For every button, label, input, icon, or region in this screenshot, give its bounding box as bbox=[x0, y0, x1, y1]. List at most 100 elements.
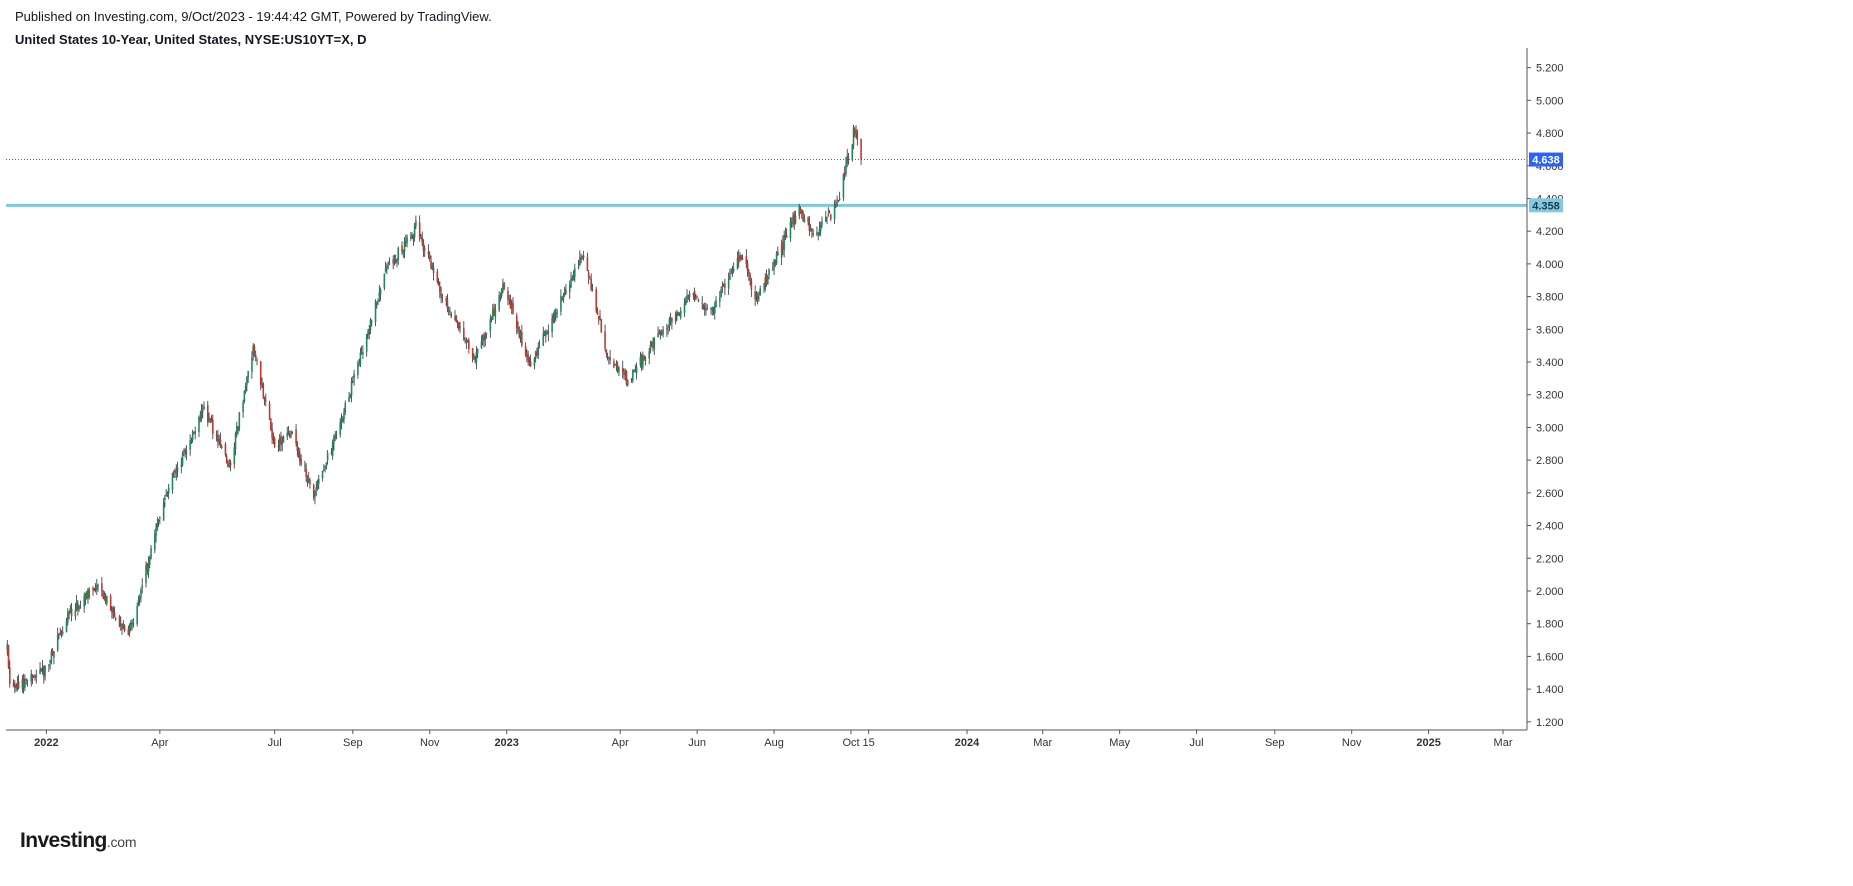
candle-up bbox=[167, 487, 170, 493]
candle-up bbox=[542, 333, 545, 346]
candle-up bbox=[764, 277, 767, 290]
candle-down bbox=[209, 418, 212, 421]
candle-up bbox=[573, 268, 576, 278]
candle-down bbox=[561, 298, 563, 300]
candle-up bbox=[464, 339, 466, 341]
candle-down bbox=[600, 319, 603, 333]
candle-down bbox=[604, 331, 606, 349]
candle-up bbox=[53, 651, 55, 658]
candle-down bbox=[702, 304, 705, 310]
candle-up bbox=[106, 596, 108, 604]
candle-up bbox=[648, 351, 651, 359]
candle-up bbox=[803, 217, 806, 222]
candle-up bbox=[667, 326, 669, 328]
x-tick-label: 15 bbox=[863, 737, 875, 749]
candle-up bbox=[775, 253, 778, 264]
candle-up bbox=[669, 317, 672, 322]
candle-down bbox=[605, 350, 608, 354]
candle-up bbox=[668, 318, 671, 327]
candle-down bbox=[555, 312, 557, 315]
candle-up bbox=[480, 341, 483, 349]
candle-up bbox=[547, 331, 550, 335]
candle-up bbox=[773, 259, 775, 269]
x-tick-label: 2024 bbox=[955, 737, 980, 749]
candle-down bbox=[265, 400, 267, 402]
candle-up bbox=[384, 268, 387, 272]
candle-down bbox=[473, 356, 475, 360]
candle-down bbox=[712, 308, 715, 312]
candle-down bbox=[256, 359, 258, 361]
candle-down bbox=[565, 290, 567, 293]
candle-down bbox=[428, 254, 431, 259]
candle-down bbox=[666, 328, 668, 330]
candle-down bbox=[8, 666, 11, 684]
candle-down bbox=[799, 208, 802, 213]
x-tick-label: Nov bbox=[420, 737, 440, 749]
candle-down bbox=[437, 281, 440, 286]
candle-up bbox=[83, 596, 85, 607]
candle-down bbox=[785, 235, 788, 238]
y-tick-label: 1.200 bbox=[1536, 717, 1564, 729]
y-tick-label: 2.400 bbox=[1536, 521, 1564, 533]
candle-down bbox=[676, 311, 678, 315]
candle-up bbox=[341, 418, 344, 422]
candle-up bbox=[519, 332, 522, 337]
candle-up bbox=[658, 332, 661, 334]
candle-up bbox=[59, 633, 62, 635]
candle-down bbox=[609, 357, 611, 361]
candle-up bbox=[402, 250, 405, 253]
candle-up bbox=[21, 679, 24, 690]
candle-up bbox=[553, 310, 556, 320]
candle-up bbox=[183, 451, 185, 453]
candle-up bbox=[494, 309, 497, 317]
candle-up bbox=[560, 295, 562, 312]
candle-down bbox=[652, 343, 654, 349]
candle-up bbox=[649, 344, 652, 351]
logo-wordmark: Investing bbox=[20, 829, 107, 852]
x-tick-label: Mar bbox=[1494, 737, 1513, 749]
candle-up bbox=[198, 416, 200, 432]
candle-up bbox=[410, 236, 412, 239]
candle-down bbox=[418, 222, 421, 238]
candle-up bbox=[331, 442, 334, 456]
candle-down bbox=[528, 358, 531, 363]
candle-down bbox=[34, 674, 36, 678]
candle-down bbox=[210, 417, 213, 423]
candle-up bbox=[534, 351, 537, 356]
candle-down bbox=[772, 268, 774, 270]
candle-down bbox=[586, 256, 589, 271]
candle-down bbox=[224, 444, 227, 455]
candle-up bbox=[732, 268, 735, 271]
candle-down bbox=[830, 214, 832, 220]
candle-up bbox=[711, 307, 714, 309]
candle-down bbox=[263, 397, 266, 401]
candle-down bbox=[659, 331, 662, 335]
candle-down bbox=[259, 361, 262, 385]
candle-down bbox=[457, 322, 460, 329]
candle-up bbox=[317, 478, 320, 484]
candle-up bbox=[766, 277, 769, 285]
candle-up bbox=[321, 470, 324, 479]
candle-down bbox=[782, 242, 784, 249]
candle-up bbox=[706, 308, 709, 311]
candle-down bbox=[420, 238, 422, 240]
candle-down bbox=[515, 315, 518, 329]
candle-down bbox=[507, 290, 509, 300]
candle-up bbox=[348, 397, 350, 402]
y-tick-label: 3.800 bbox=[1536, 292, 1564, 304]
candle-down bbox=[693, 290, 696, 298]
candle-down bbox=[843, 172, 846, 175]
candle-up bbox=[137, 599, 140, 605]
investing-logo: Investing.com bbox=[20, 829, 137, 853]
candle-up bbox=[794, 215, 797, 224]
candle-down bbox=[121, 623, 123, 630]
candle-up bbox=[175, 471, 178, 474]
candle-up bbox=[842, 173, 845, 198]
candle-down bbox=[101, 583, 103, 591]
candle-up bbox=[618, 367, 620, 373]
candle-up bbox=[48, 664, 50, 666]
candle-down bbox=[206, 405, 209, 423]
candle-up bbox=[68, 613, 70, 615]
candle-down bbox=[262, 383, 265, 398]
